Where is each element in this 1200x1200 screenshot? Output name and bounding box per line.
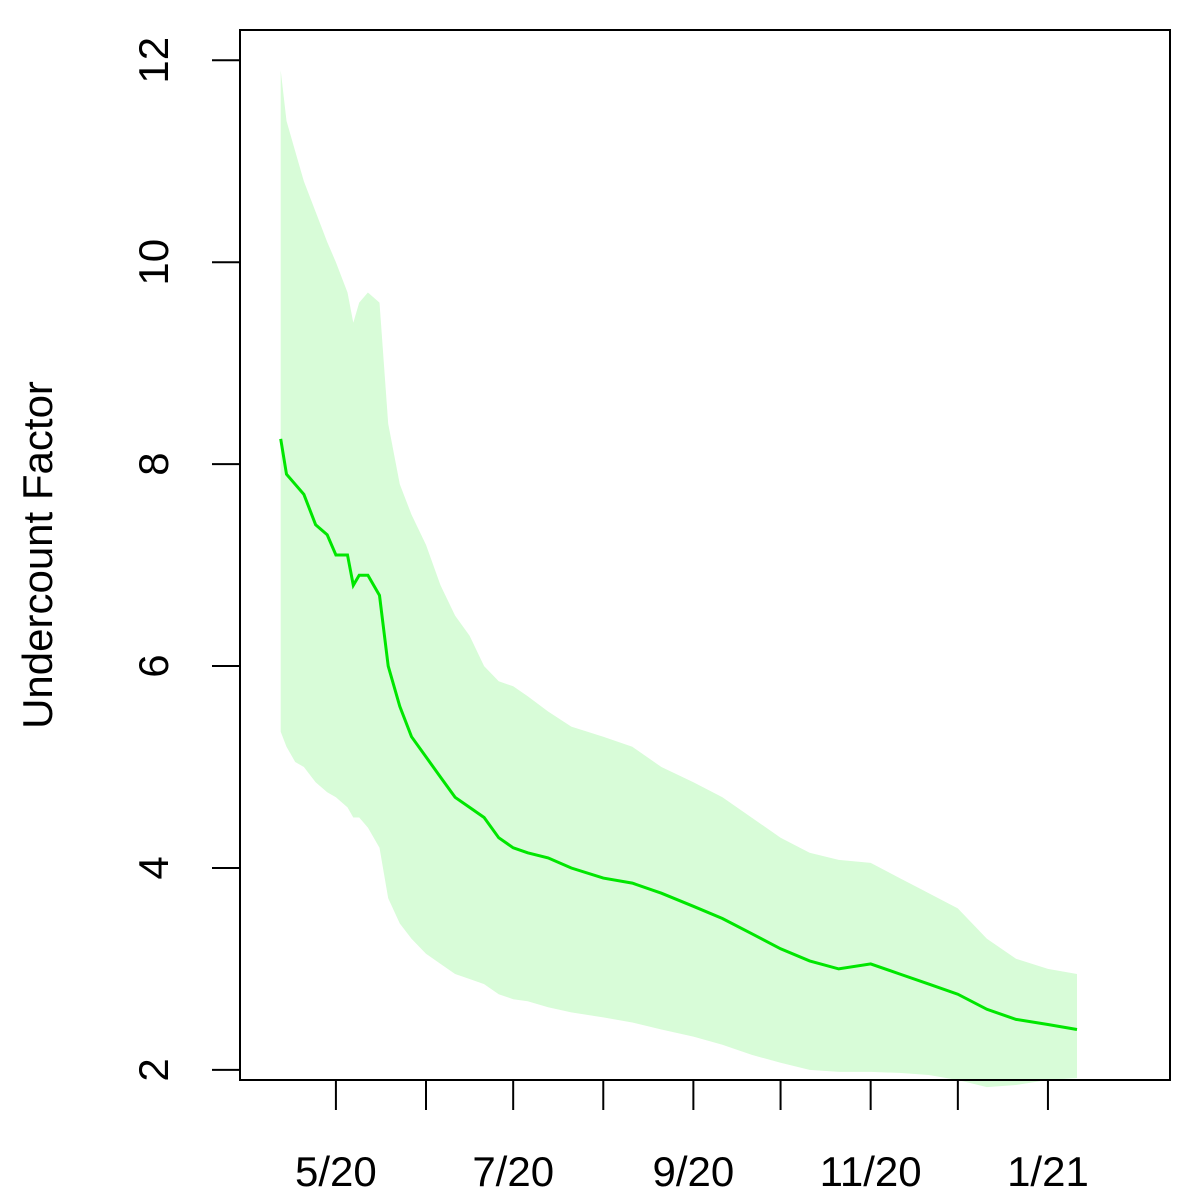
x-tick-label: 11/20 — [820, 1148, 922, 1195]
y-tick-label: 4 — [130, 856, 177, 879]
y-axis: 2 4 6 8 10 12 — [130, 37, 240, 1082]
y-tick-label: 10 — [130, 239, 177, 286]
y-axis-label: Undercount Factor — [14, 381, 61, 729]
y-tick-label: 8 — [130, 452, 177, 475]
undercount-line — [279, 438, 1078, 1031]
x-tick-label: 7/20 — [472, 1148, 554, 1195]
x-axis: 5/20 7/20 9/20 11/20 1/21 — [295, 1080, 1089, 1195]
y-tick-label: 12 — [130, 37, 177, 84]
x-tick-label: 5/20 — [295, 1148, 377, 1195]
plot-frame — [239, 29, 1171, 1081]
y-tick-label: 2 — [130, 1058, 177, 1081]
plot-area — [279, 70, 1078, 1088]
y-tick-label: 6 — [130, 654, 177, 677]
confidence-band — [280, 70, 1077, 1088]
x-tick-label: 1/21 — [1007, 1148, 1089, 1195]
x-tick-label: 9/20 — [653, 1148, 735, 1195]
